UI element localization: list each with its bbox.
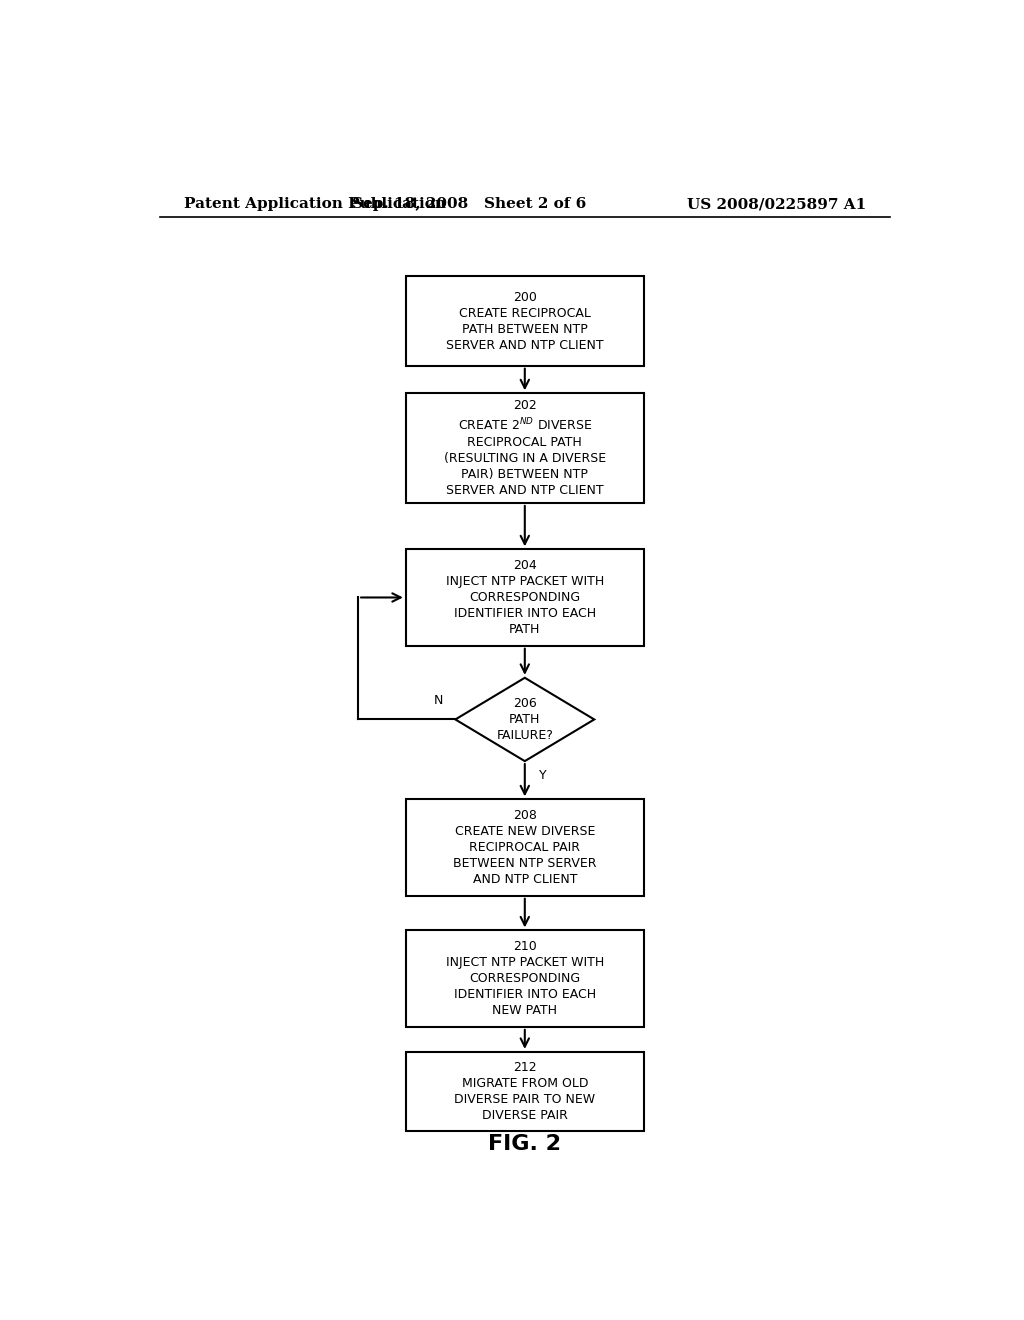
- Text: FIG. 2: FIG. 2: [488, 1134, 561, 1154]
- Text: US 2008/0225897 A1: US 2008/0225897 A1: [687, 197, 866, 211]
- FancyBboxPatch shape: [406, 799, 644, 896]
- Polygon shape: [456, 677, 594, 762]
- Text: N: N: [434, 694, 443, 708]
- Text: Sep. 18, 2008   Sheet 2 of 6: Sep. 18, 2008 Sheet 2 of 6: [352, 197, 587, 211]
- Text: 212
MIGRATE FROM OLD
DIVERSE PAIR TO NEW
DIVERSE PAIR: 212 MIGRATE FROM OLD DIVERSE PAIR TO NEW…: [455, 1061, 595, 1122]
- Text: 202
CREATE 2$^{ND}$ DIVERSE
RECIPROCAL PATH
(RESULTING IN A DIVERSE
PAIR) BETWEE: 202 CREATE 2$^{ND}$ DIVERSE RECIPROCAL P…: [443, 399, 606, 496]
- Text: 204
INJECT NTP PACKET WITH
CORRESPONDING
IDENTIFIER INTO EACH
PATH: 204 INJECT NTP PACKET WITH CORRESPONDING…: [445, 558, 604, 636]
- Text: 206
PATH
FAILURE?: 206 PATH FAILURE?: [497, 697, 553, 742]
- FancyBboxPatch shape: [406, 549, 644, 645]
- Text: Y: Y: [539, 770, 547, 783]
- Text: 200
CREATE RECIPROCAL
PATH BETWEEN NTP
SERVER AND NTP CLIENT: 200 CREATE RECIPROCAL PATH BETWEEN NTP S…: [446, 290, 603, 351]
- FancyBboxPatch shape: [406, 1052, 644, 1131]
- FancyBboxPatch shape: [406, 393, 644, 503]
- Text: Patent Application Publication: Patent Application Publication: [183, 197, 445, 211]
- Text: 208
CREATE NEW DIVERSE
RECIPROCAL PAIR
BETWEEN NTP SERVER
AND NTP CLIENT: 208 CREATE NEW DIVERSE RECIPROCAL PAIR B…: [453, 809, 597, 886]
- FancyBboxPatch shape: [406, 276, 644, 366]
- FancyBboxPatch shape: [406, 931, 644, 1027]
- Text: 210
INJECT NTP PACKET WITH
CORRESPONDING
IDENTIFIER INTO EACH
NEW PATH: 210 INJECT NTP PACKET WITH CORRESPONDING…: [445, 940, 604, 1018]
